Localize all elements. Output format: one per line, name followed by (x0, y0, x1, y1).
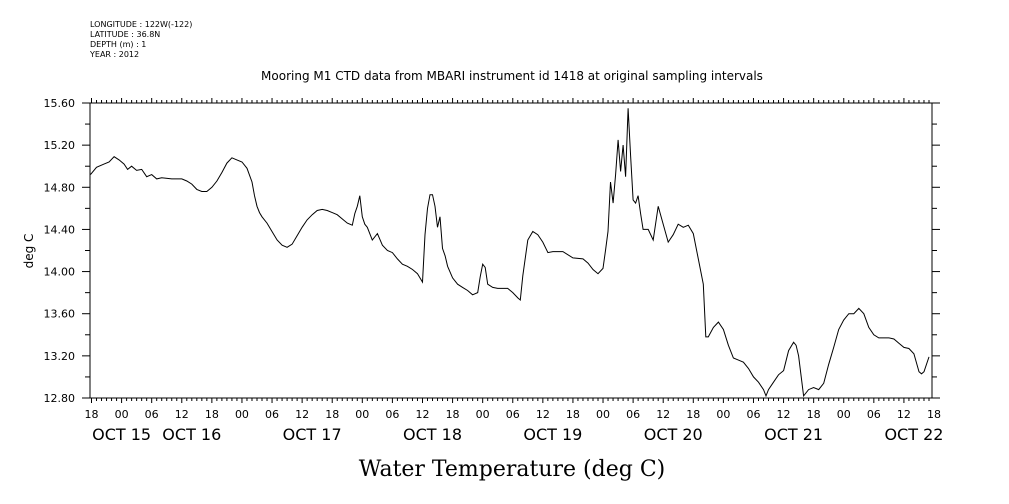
x-day-label: OCT 18 (403, 425, 462, 444)
axis-ticks (82, 98, 940, 403)
temperature-series-line (90, 108, 930, 398)
x-tick-label: 00 (837, 408, 851, 421)
x-tick-label: 06 (265, 408, 279, 421)
metadata-block: LONGITUDE : 122W(-122) LATITUDE : 36.8N … (90, 20, 192, 60)
x-tick-label: 06 (385, 408, 399, 421)
x-tick-label: 12 (415, 408, 429, 421)
x-tick-label: 00 (476, 408, 490, 421)
x-tick-label: 00 (596, 408, 610, 421)
x-tick-label: 06 (746, 408, 760, 421)
x-tick-label: 12 (295, 408, 309, 421)
y-tick-label: 13.60 (44, 308, 76, 321)
x-tick-label: 12 (777, 408, 791, 421)
y-tick-label: 13.20 (44, 350, 76, 363)
y-axis-label: deg C (22, 234, 36, 269)
x-tick-label: 00 (115, 408, 129, 421)
x-tick-label: 00 (355, 408, 369, 421)
x-day-label: OCT 19 (523, 425, 582, 444)
meta-latitude: LATITUDE : 36.8N (90, 30, 161, 39)
x-tick-label: 12 (656, 408, 670, 421)
x-day-label: OCT 22 (884, 425, 943, 444)
x-tick-label: 18 (566, 408, 580, 421)
y-tick-label: 14.80 (44, 181, 76, 194)
plot-frame (89, 102, 933, 399)
x-tick-label: 18 (85, 408, 99, 421)
x-tick-label: 00 (235, 408, 249, 421)
x-tick-label: 12 (536, 408, 550, 421)
x-tick-label: 00 (716, 408, 730, 421)
x-tick-label: 18 (325, 408, 339, 421)
x-tick-label: 12 (175, 408, 189, 421)
x-tick-label: 18 (446, 408, 460, 421)
x-tick-label: 06 (626, 408, 640, 421)
y-tick-label: 15.20 (44, 139, 76, 152)
x-tick-label: 18 (686, 408, 700, 421)
meta-year: YEAR : 2012 (90, 50, 140, 59)
x-tick-label: 18 (807, 408, 821, 421)
x-day-labels: OCT 15 OCT 16 OCT 17 OCT 18 OCT 19 OCT 20 OCT … (92, 425, 943, 444)
y-tick-label: 14.00 (44, 266, 76, 279)
x-day-label: OCT 20 (644, 425, 703, 444)
x-tick-label: 18 (927, 408, 941, 421)
y-tick-labels: 12.80 13.20 13.60 14.00 14.40 14.80 15.20 15.60 (44, 97, 76, 405)
x-day-label: OCT 16 (162, 425, 221, 444)
meta-depth: DEPTH (m) : 1 (90, 40, 147, 49)
x-tick-label: 06 (145, 408, 159, 421)
x-day-label: OCT 15 (92, 425, 151, 444)
x-tick-label: 18 (205, 408, 219, 421)
x-day-label: OCT 17 (283, 425, 342, 444)
x-tick-label: 06 (506, 408, 520, 421)
y-tick-label: 14.40 (44, 223, 76, 236)
chart-title: Mooring M1 CTD data from MBARI instrumen… (261, 69, 763, 83)
x-tick-labels: 18 00 06 12 18 00 06 12 18 00 06 12 18 00 06 12 18 00 06 12… (85, 408, 942, 421)
y-tick-label: 15.60 (44, 97, 76, 110)
x-tick-label: 12 (897, 408, 911, 421)
y-tick-label: 12.80 (44, 392, 76, 405)
x-tick-label: 06 (867, 408, 881, 421)
x-axis-title: Water Temperature (deg C) (359, 457, 666, 482)
x-day-label: OCT 21 (764, 425, 823, 444)
meta-longitude: LONGITUDE : 122W(-122) (90, 20, 193, 29)
